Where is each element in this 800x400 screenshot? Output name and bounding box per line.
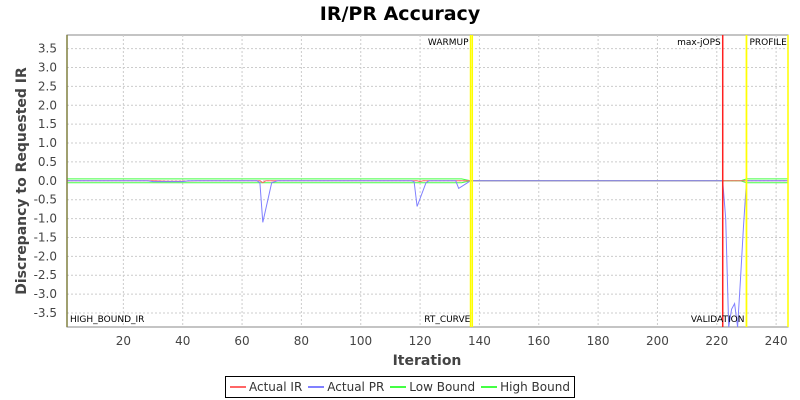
x-tick-label: 180: [587, 334, 610, 348]
y-tick-label: 0.0: [38, 174, 57, 188]
y-tick-label: -3.5: [34, 306, 57, 320]
legend-label: Actual PR: [327, 380, 385, 394]
y-tick-label: 1.5: [38, 117, 57, 131]
legend-swatch: [308, 386, 325, 388]
y-tick-label: -2.5: [34, 268, 57, 282]
y-tick-label: 3.5: [38, 42, 57, 56]
legend-swatch: [390, 386, 407, 388]
y-tick-label: -3.0: [34, 287, 57, 301]
legend-swatch: [230, 386, 246, 388]
y-tick-label: -0.5: [34, 193, 57, 207]
legend-item: High Bound: [481, 380, 570, 394]
chart-title: IR/PR Accuracy: [320, 3, 481, 25]
y-tick-label: 2.0: [38, 98, 57, 112]
legend: Actual IR Actual PR Low Bound High Bound: [225, 376, 575, 398]
x-tick-label: 60: [234, 334, 249, 348]
legend-item: Low Bound: [390, 380, 475, 394]
legend-label: Actual IR: [249, 380, 303, 394]
y-tick-label: 0.5: [38, 155, 57, 169]
marker-label: RT_CURVE: [424, 315, 470, 325]
legend-label: Low Bound: [409, 380, 476, 394]
x-tick-label: 80: [294, 334, 309, 348]
legend-item: Actual IR: [230, 380, 302, 394]
x-tick-label: 220: [705, 334, 728, 348]
y-tick-label: 3.0: [38, 60, 57, 74]
x-tick-label: 40: [175, 334, 190, 348]
legend-item: Actual PR: [308, 380, 384, 394]
y-tick-label: -1.5: [34, 230, 57, 244]
y-axis-label: Discrepancy to Requested IR: [14, 67, 30, 295]
marker-label: PROFILE: [749, 38, 787, 48]
y-tick-label: 1.0: [38, 136, 57, 150]
marker-label: HIGH_BOUND_IR: [70, 315, 144, 325]
y-tick-label: 2.5: [38, 79, 57, 93]
marker-label: max-jOPS: [677, 38, 721, 48]
y-tick-label: -2.0: [34, 249, 57, 263]
x-tick-label: 20: [116, 334, 131, 348]
legend-label: High Bound: [500, 380, 570, 394]
legend-swatch: [481, 386, 498, 388]
x-tick-label: 100: [349, 334, 372, 348]
marker-label: VALIDATION: [691, 315, 745, 325]
x-axis-label: Iteration: [393, 353, 462, 369]
x-tick-label: 140: [468, 334, 491, 348]
series-line-actual-pr: [67, 180, 788, 328]
x-tick-label: 200: [646, 334, 669, 348]
marker-label: WARMUP: [428, 38, 469, 48]
x-tick-label: 120: [409, 334, 432, 348]
x-tick-label: 240: [765, 334, 788, 348]
y-tick-label: -1.0: [34, 212, 57, 226]
x-tick-label: 160: [527, 334, 550, 348]
